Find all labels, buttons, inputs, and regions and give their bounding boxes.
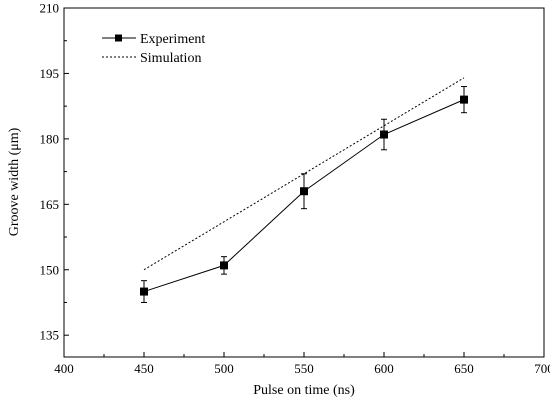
x-tick-label: 450 <box>134 361 154 376</box>
legend-experiment-marker <box>115 34 122 42</box>
experiment-point <box>460 95 468 104</box>
experiment-point <box>140 287 148 296</box>
y-tick-label: 195 <box>40 66 60 81</box>
x-tick-label: 550 <box>294 361 314 376</box>
x-tick-label: 700 <box>534 361 550 376</box>
experiment-point <box>380 130 388 139</box>
y-tick-label: 135 <box>40 328 60 343</box>
y-tick-label: 210 <box>40 1 60 16</box>
x-tick-label: 650 <box>454 361 474 376</box>
y-tick-label: 180 <box>40 131 60 146</box>
x-tick-label: 500 <box>214 361 234 376</box>
y-axis-title: Groove width (μm) <box>7 127 22 236</box>
legend-experiment-label: Experiment <box>140 32 205 47</box>
y-tick-label: 150 <box>40 262 60 277</box>
y-tick-label: 165 <box>40 197 60 212</box>
experiment-point <box>220 261 228 270</box>
legend: Experiment Simulation <box>102 32 205 66</box>
y-axis-ticks: 135 150 165 180 195 210 <box>40 1 69 343</box>
legend-simulation-label: Simulation <box>140 51 201 66</box>
x-tick-label: 600 <box>374 361 394 376</box>
experiment-point <box>300 187 308 196</box>
x-axis-title: Pulse on time (ns) <box>253 383 355 398</box>
experiment-series <box>140 86 468 303</box>
x-axis-ticks: 400 450 500 550 600 650 700 <box>54 352 550 376</box>
x-tick-label: 400 <box>54 361 74 376</box>
